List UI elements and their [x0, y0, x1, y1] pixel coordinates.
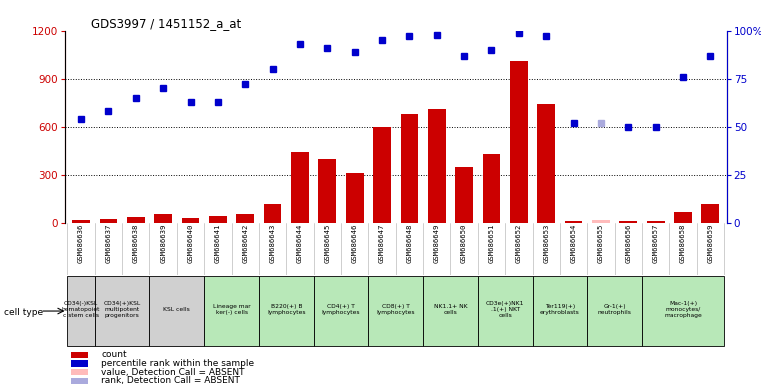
Text: KSL cells: KSL cells	[164, 307, 190, 312]
Text: GSM686643: GSM686643	[269, 224, 275, 263]
Bar	[149, 276, 204, 346]
Text: cell type: cell type	[4, 308, 43, 318]
Bar	[400, 114, 419, 223]
Text: GSM686651: GSM686651	[489, 224, 495, 263]
Text: GSM686654: GSM686654	[571, 224, 577, 263]
Bar	[482, 154, 501, 223]
Bar	[642, 276, 724, 346]
Text: CD4(+) T
lymphocytes: CD4(+) T lymphocytes	[322, 304, 360, 315]
Text: CD3e(+)NK1
.1(+) NKT
cells: CD3e(+)NK1 .1(+) NKT cells	[486, 301, 524, 318]
Text: B220(+) B
lymphocytes: B220(+) B lymphocytes	[267, 304, 305, 315]
Bar	[127, 217, 145, 223]
Bar	[428, 109, 446, 223]
Text: NK1.1+ NK
cells: NK1.1+ NK cells	[434, 304, 467, 315]
Text: GSM686641: GSM686641	[215, 224, 221, 263]
Bar	[565, 221, 582, 223]
Text: GSM686655: GSM686655	[598, 224, 604, 263]
Bar	[72, 369, 88, 376]
Text: GSM686636: GSM686636	[78, 224, 84, 263]
Bar	[100, 219, 117, 223]
Text: GSM686638: GSM686638	[133, 224, 139, 263]
Text: GSM686640: GSM686640	[187, 224, 193, 263]
Text: GSM686656: GSM686656	[626, 224, 632, 263]
Bar	[204, 276, 259, 346]
Text: GSM686649: GSM686649	[434, 224, 440, 263]
Text: GSM686647: GSM686647	[379, 224, 385, 263]
Bar	[259, 276, 314, 346]
Text: GSM686657: GSM686657	[653, 224, 658, 263]
Text: GSM686648: GSM686648	[406, 224, 412, 263]
Text: GSM686637: GSM686637	[106, 224, 111, 263]
Bar	[478, 276, 533, 346]
Bar	[209, 216, 227, 223]
Bar	[368, 276, 423, 346]
Bar	[318, 159, 336, 223]
Bar	[537, 104, 555, 223]
Text: GSM686650: GSM686650	[461, 224, 467, 263]
Text: CD34(+)KSL
multipotent
progenitors: CD34(+)KSL multipotent progenitors	[103, 301, 141, 318]
Bar	[373, 127, 391, 223]
Text: GSM686653: GSM686653	[543, 224, 549, 263]
Bar	[72, 361, 88, 367]
Text: GSM686659: GSM686659	[707, 224, 713, 263]
Bar	[619, 221, 637, 223]
Text: GSM686644: GSM686644	[297, 224, 303, 263]
Text: Lineage mar
ker(-) cells: Lineage mar ker(-) cells	[212, 304, 250, 315]
Text: GSM686652: GSM686652	[516, 224, 522, 263]
Bar	[674, 212, 692, 223]
Bar	[647, 221, 664, 223]
Bar	[345, 173, 364, 223]
Text: GSM686658: GSM686658	[680, 224, 686, 263]
Bar	[182, 218, 199, 223]
Text: Gr-1(+)
neutrophils: Gr-1(+) neutrophils	[597, 304, 632, 315]
Bar	[510, 61, 527, 223]
Bar	[68, 276, 95, 346]
Bar	[72, 378, 88, 384]
Text: CD34(-)KSL
hematopoiet
c stem cells: CD34(-)KSL hematopoiet c stem cells	[62, 301, 100, 318]
Bar	[314, 276, 368, 346]
Text: Ter119(+)
erythroblasts: Ter119(+) erythroblasts	[540, 304, 580, 315]
Bar	[702, 204, 719, 223]
Text: CD8(+) T
lymphocytes: CD8(+) T lymphocytes	[377, 304, 415, 315]
Text: GSM686642: GSM686642	[242, 224, 248, 263]
Text: GSM686646: GSM686646	[352, 224, 358, 263]
Text: rank, Detection Call = ABSENT: rank, Detection Call = ABSENT	[101, 376, 240, 384]
Bar	[533, 276, 587, 346]
Bar	[291, 152, 309, 223]
Text: GSM686645: GSM686645	[324, 224, 330, 263]
Bar	[72, 352, 88, 358]
Text: Mac-1(+)
monocytes/
macrophage: Mac-1(+) monocytes/ macrophage	[664, 301, 702, 318]
Bar	[423, 276, 478, 346]
Text: percentile rank within the sample: percentile rank within the sample	[101, 359, 254, 368]
Bar	[154, 214, 172, 223]
Bar	[264, 204, 282, 223]
Text: value, Detection Call = ABSENT: value, Detection Call = ABSENT	[101, 368, 244, 377]
Bar	[95, 276, 149, 346]
Text: GDS3997 / 1451152_a_at: GDS3997 / 1451152_a_at	[91, 17, 241, 30]
Bar	[237, 214, 254, 223]
Bar	[587, 276, 642, 346]
Bar	[455, 167, 473, 223]
Bar	[72, 220, 90, 223]
Text: GSM686639: GSM686639	[160, 224, 166, 263]
Bar	[592, 220, 610, 223]
Text: count: count	[101, 351, 127, 359]
